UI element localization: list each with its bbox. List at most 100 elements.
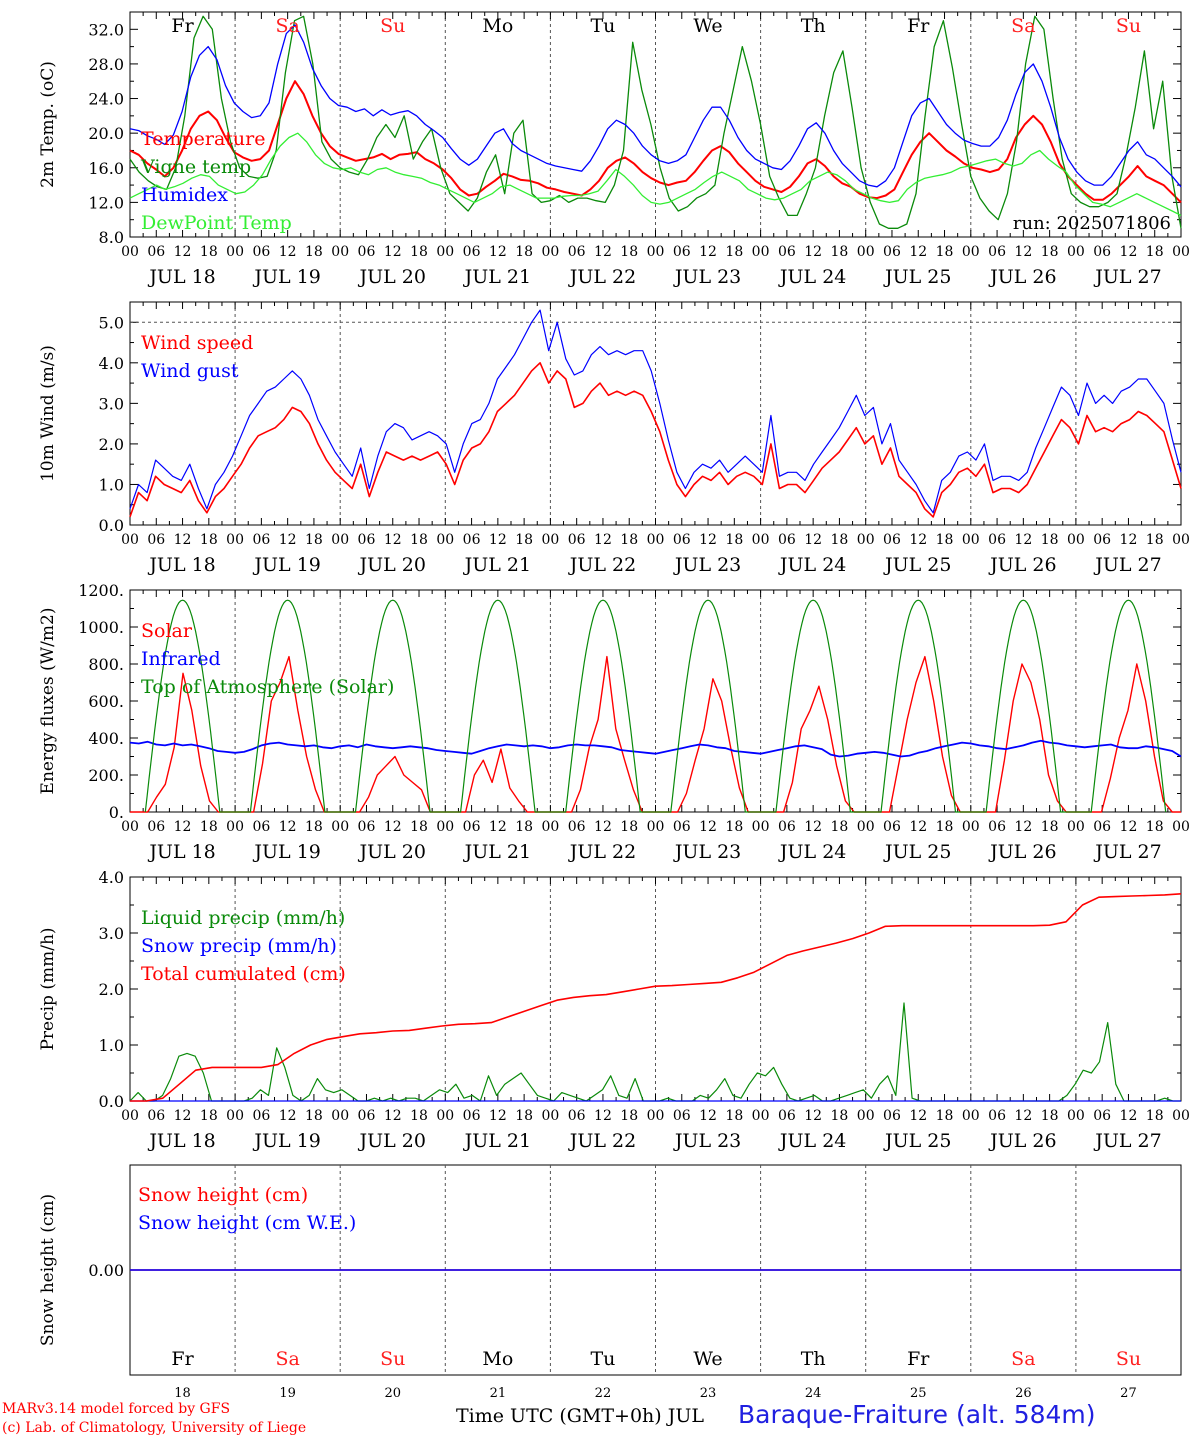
hour-label: 12 (1014, 532, 1032, 548)
y-tick-label: 1000. (78, 618, 124, 637)
hour-label: 06 (778, 244, 796, 260)
day-name: Su (1116, 15, 1141, 37)
hour-label: 06 (883, 1108, 901, 1124)
hour-label: 06 (1093, 532, 1111, 548)
hour-label: 00 (226, 244, 244, 260)
day-name: Mo (482, 1348, 513, 1370)
day-name: We (693, 1348, 722, 1370)
legend-entry: Liquid precip (mm/h) (141, 907, 345, 929)
time-axis-label: Time UTC (GMT+0h) JUL (456, 1405, 704, 1427)
panel-precip: 0.0 1.0 2.0 3.0 4.0 Precip (mm/h) Liquid preci… (38, 868, 1190, 1152)
y-tick-label: 28.0 (88, 55, 124, 74)
legend-entry: Wind gust (141, 360, 239, 382)
hour-label: 12 (489, 1108, 507, 1124)
hour-label: 18 (305, 1108, 323, 1124)
date-label: JUL 23 (673, 841, 741, 863)
lab-credit: (c) Lab. of Climatology, University of L… (2, 1420, 307, 1436)
legend-entry: Snow height (cm) (138, 1184, 308, 1206)
hour-label: 12 (279, 1108, 297, 1124)
hour-label: 00 (541, 819, 559, 835)
y-tick-label: 200. (88, 766, 124, 785)
hour-label: 18 (1146, 532, 1164, 548)
date-label: JUL 27 (1093, 1130, 1161, 1152)
y-tick-label: 1.0 (99, 1036, 124, 1055)
day-name: Sa (1011, 15, 1035, 37)
legend-entry: Wind speed (141, 332, 253, 354)
day-name: Fr (171, 1348, 194, 1370)
y-tick-label: 400. (88, 729, 124, 748)
legend-entry: Snow height (cm W.E.) (138, 1212, 356, 1234)
hour-label: 00 (752, 1108, 770, 1124)
hour-label: 00 (752, 244, 770, 260)
hour-label: 06 (883, 819, 901, 835)
legend-entry: Top of Atmosphere (Solar) (141, 676, 394, 698)
hour-label: 06 (988, 532, 1006, 548)
hour-label: 06 (463, 532, 481, 548)
hour-label: 12 (909, 1108, 927, 1124)
hour-label: 00 (1172, 244, 1190, 260)
series-line-2 (129, 24, 1182, 188)
hour-label: 12 (489, 532, 507, 548)
hour-label: 00 (226, 819, 244, 835)
hour-label: 12 (1120, 532, 1138, 548)
hour-label: 00 (331, 532, 349, 548)
y-tick-label: 1200. (78, 581, 124, 600)
hour-label: 12 (699, 244, 717, 260)
date-label: JUL 26 (988, 266, 1056, 288)
hour-label: 18 (831, 1108, 849, 1124)
hour-label: 06 (252, 819, 270, 835)
hour-label: 18 (1041, 532, 1059, 548)
hour-label: 12 (594, 1108, 612, 1124)
y-tick-label: 2.0 (99, 980, 124, 999)
hour-label: 18 (410, 532, 428, 548)
date-label: JUL 23 (673, 266, 741, 288)
y-tick-label: 4.0 (99, 354, 124, 373)
hour-label: 12 (174, 244, 192, 260)
hour-label: 18 (725, 819, 743, 835)
hour-label: 18 (515, 532, 533, 548)
date-label: JUL 22 (568, 266, 636, 288)
hour-label: 18 (515, 244, 533, 260)
panel-snow: 0.00 Snow height (cm) Snow height (cm) Snow… (38, 1164, 1182, 1401)
hour-label: 00 (962, 532, 980, 548)
hour-label: 00 (647, 244, 665, 260)
hour-label: 12 (1120, 819, 1138, 835)
hour-label: 06 (778, 1108, 796, 1124)
hour-label: 18 (936, 1108, 954, 1124)
hour-label: 06 (883, 532, 901, 548)
hour-label: 00 (647, 819, 665, 835)
series-line-0 (129, 361, 1182, 518)
hour-label: 12 (804, 819, 822, 835)
hour-label: 18 (305, 532, 323, 548)
day-name: Th (801, 1348, 826, 1370)
day-name: Tu (590, 1348, 615, 1370)
hour-label: 06 (252, 244, 270, 260)
hour-label: 18 (200, 532, 218, 548)
date-label: JUL 22 (568, 554, 636, 576)
legend-entry: Temperature (141, 128, 265, 150)
hour-label: 18 (936, 532, 954, 548)
hour-label: 00 (1067, 532, 1085, 548)
hour-label: 18 (620, 819, 638, 835)
legend-entry: Total cumulated (cm) (141, 963, 346, 985)
hour-label: 12 (279, 532, 297, 548)
hour-label: 12 (804, 244, 822, 260)
station-name: Baraque-Fraiture (alt. 584m) (738, 1400, 1096, 1429)
hour-label: 18 (936, 244, 954, 260)
y-tick-label: 32.0 (88, 20, 124, 39)
day-number: 23 (700, 1386, 717, 1401)
date-label: JUL 27 (1093, 554, 1161, 576)
date-label: JUL 21 (463, 554, 531, 576)
date-label: JUL 24 (778, 266, 846, 288)
legend-entry: Humidex (141, 184, 228, 206)
day-name: Th (801, 15, 826, 37)
y-tick-label: 4.0 (99, 868, 124, 887)
hour-label: 00 (1067, 244, 1085, 260)
day-name: Fr (907, 15, 930, 37)
hour-label: 12 (594, 244, 612, 260)
day-number: 22 (595, 1386, 612, 1401)
hour-label: 12 (909, 244, 927, 260)
date-label: JUL 21 (463, 266, 531, 288)
day-name: Su (1116, 1348, 1141, 1370)
date-label: JUL 22 (568, 1130, 636, 1152)
